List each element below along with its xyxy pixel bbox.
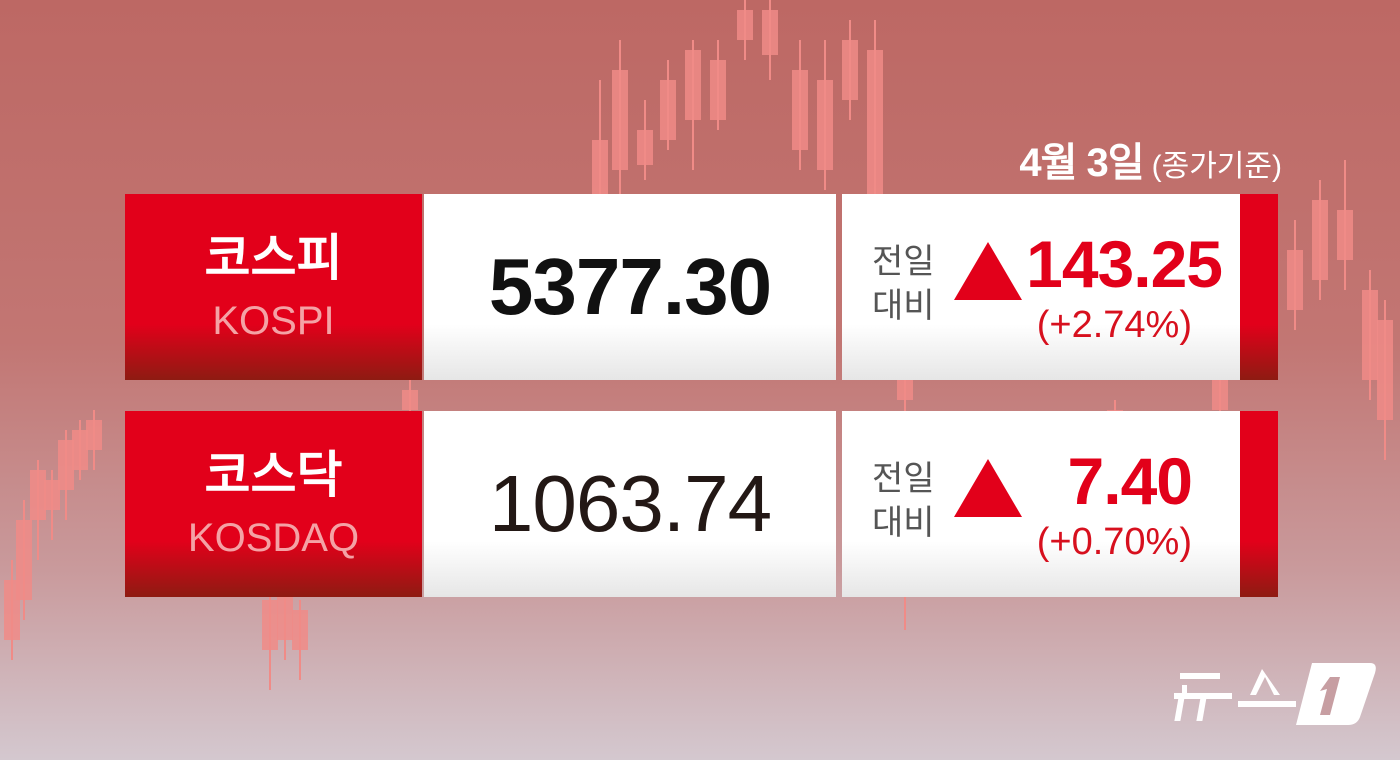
candle-body [685, 50, 701, 120]
news1-logo [1174, 663, 1376, 725]
candle-body [817, 80, 833, 170]
candle-body [612, 70, 628, 170]
date-day: 4월 3일 [1019, 141, 1144, 185]
index-name-en: KOSPI [212, 299, 335, 343]
index-change: 전일 대비 7.40 (+0.70%) [842, 411, 1240, 597]
candle-body [737, 10, 753, 40]
date-label: 4월 3일 (종가기준) [1019, 130, 1282, 188]
index-value: 5377.30 [424, 194, 836, 380]
candle-body [1362, 290, 1378, 380]
index-name-en: KOSDAQ [187, 516, 360, 560]
candle-body [1212, 370, 1228, 410]
candle-body [637, 130, 653, 165]
candle-body [44, 480, 60, 510]
index-name-ko: 코스닥 [204, 447, 343, 503]
change-amount: 7.40 [1067, 444, 1193, 518]
change-percent: (+0.70%) [1036, 521, 1192, 563]
accent-stripe [1240, 411, 1278, 597]
up-triangle-icon [954, 242, 1022, 300]
date-note: (종가기준) [1151, 150, 1282, 183]
candle-body [277, 590, 293, 640]
change-amount: 143.25 [1026, 227, 1223, 301]
candle-body [72, 430, 88, 470]
candle-body [1337, 210, 1353, 260]
index-value: 1063.74 [424, 411, 836, 597]
prev-day-label: 전일 대비 [872, 243, 935, 325]
candle-body [58, 440, 74, 490]
candle-body [867, 50, 883, 200]
candle-body [842, 40, 858, 100]
prev-day-label: 전일 대비 [872, 460, 935, 542]
candle-body [1312, 200, 1328, 280]
accent-stripe [1240, 194, 1278, 380]
candle-body [1377, 320, 1393, 420]
index-name-ko: 코스피 [204, 230, 343, 286]
index-change: 전일 대비 143.25 (+2.74%) [842, 194, 1240, 380]
index-label: 코스닥 KOSDAQ [125, 411, 422, 597]
up-triangle-icon [954, 459, 1022, 517]
kosdaq-row: 코스닥 KOSDAQ 1063.74 전일 대비 7.40 (+0.70%) [125, 411, 1278, 597]
index-label: 코스피 KOSPI [125, 194, 422, 380]
candle-body [710, 60, 726, 120]
kospi-row: 코스피 KOSPI 5377.30 전일 대비 143.25 (+2.74%) [125, 194, 1278, 380]
candle-body [1287, 250, 1303, 310]
candle-body [762, 10, 778, 55]
candle-body [262, 600, 278, 650]
candle-body [16, 520, 32, 600]
candle-body [660, 80, 676, 140]
candle-body [86, 420, 102, 450]
candle-body [792, 70, 808, 150]
candle-body [30, 470, 46, 520]
candle-body [292, 610, 308, 650]
candle-body [402, 390, 418, 410]
change-percent: (+2.74%) [1036, 304, 1192, 346]
